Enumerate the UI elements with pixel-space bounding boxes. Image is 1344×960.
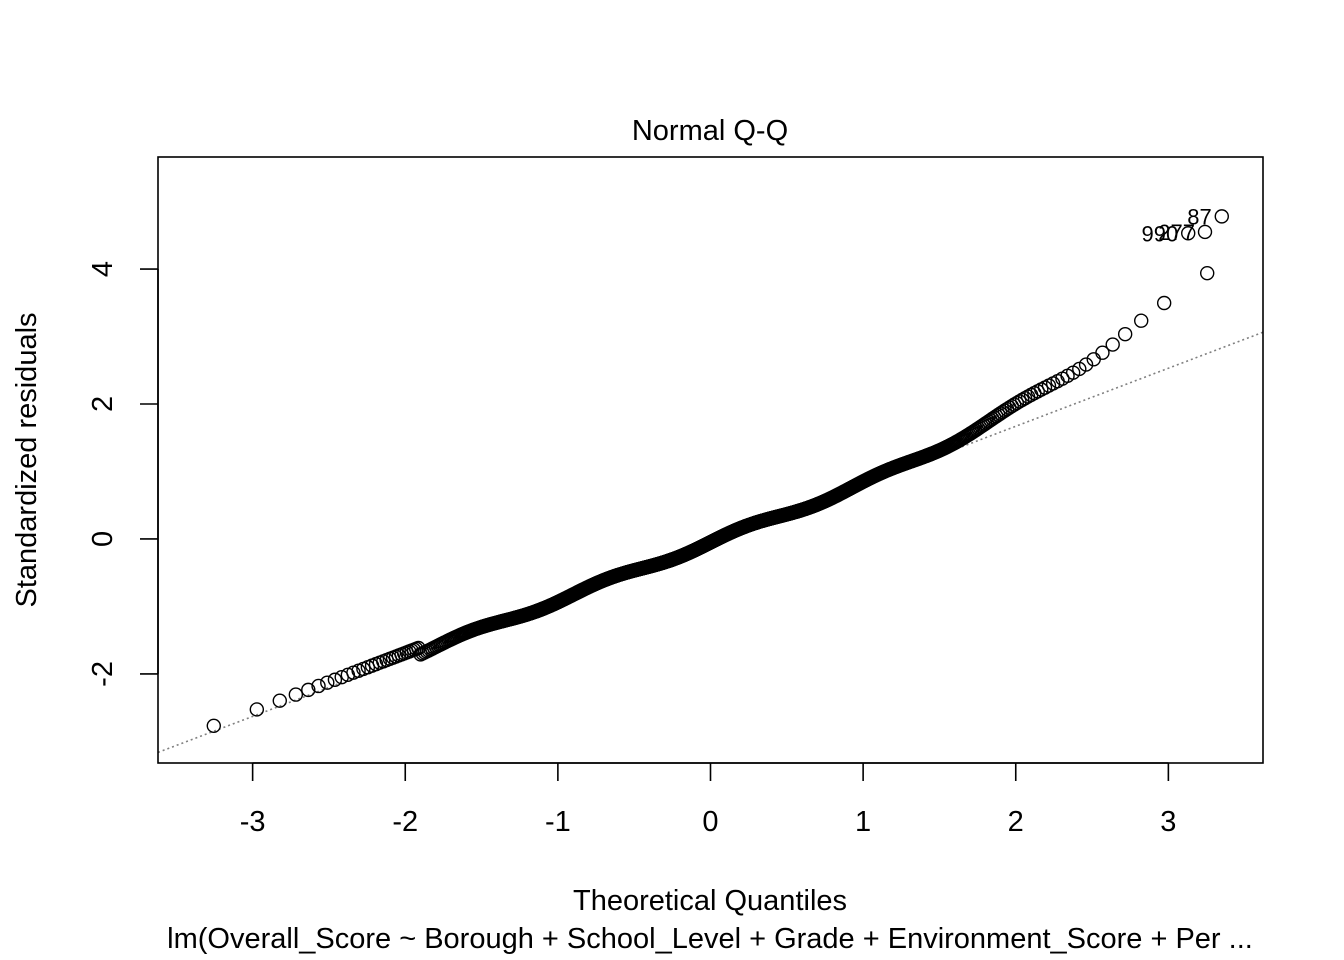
data-point [272, 693, 287, 708]
x-tick-label: 1 [855, 806, 871, 838]
y-tick-label: 0 [87, 531, 119, 547]
data-point [301, 682, 316, 698]
y-tick-label: 2 [87, 396, 119, 412]
x-tick-label: -2 [392, 806, 418, 838]
data-point [1181, 226, 1196, 241]
x-axis-label: Theoretical Quantiles [573, 885, 847, 917]
y-tick-label: -2 [87, 661, 119, 687]
data-point [327, 672, 343, 687]
x-tick-label: -1 [545, 806, 571, 838]
x-tick-label: -3 [240, 806, 266, 838]
chart-title: Normal Q-Q [632, 115, 788, 147]
data-point [1214, 209, 1229, 224]
data-point [1105, 337, 1120, 352]
data-point [1095, 345, 1110, 360]
data-point [288, 687, 304, 702]
axes-layer: -3 -2 -1 0 1 2 3 -2 0 2 4 [87, 261, 1176, 838]
plot-frame [157, 156, 1264, 764]
data-point [249, 702, 265, 717]
points-layer [206, 209, 1229, 734]
x-tick-label: 2 [1008, 806, 1024, 838]
y-axis-label: Standardized residuals [11, 312, 43, 607]
data-point [1134, 313, 1149, 328]
y-tick-label: 4 [87, 261, 119, 277]
data-point [320, 675, 335, 690]
point-label-87: 87 [1187, 204, 1211, 229]
data-point [1200, 265, 1215, 281]
data-point [1156, 295, 1172, 311]
point-label-990: 990 [1141, 221, 1178, 246]
data-point [206, 718, 221, 734]
data-point [1197, 224, 1213, 240]
data-point [311, 678, 326, 694]
x-tick-label: 3 [1160, 806, 1176, 838]
model-formula-subtitle: lm(Overall_Score ~ Borough + School_Leve… [167, 923, 1253, 955]
point-label-277: 277 [1158, 220, 1195, 245]
data-point [1078, 357, 1094, 372]
data-point [1117, 326, 1133, 342]
x-tick-label: 0 [702, 806, 718, 838]
